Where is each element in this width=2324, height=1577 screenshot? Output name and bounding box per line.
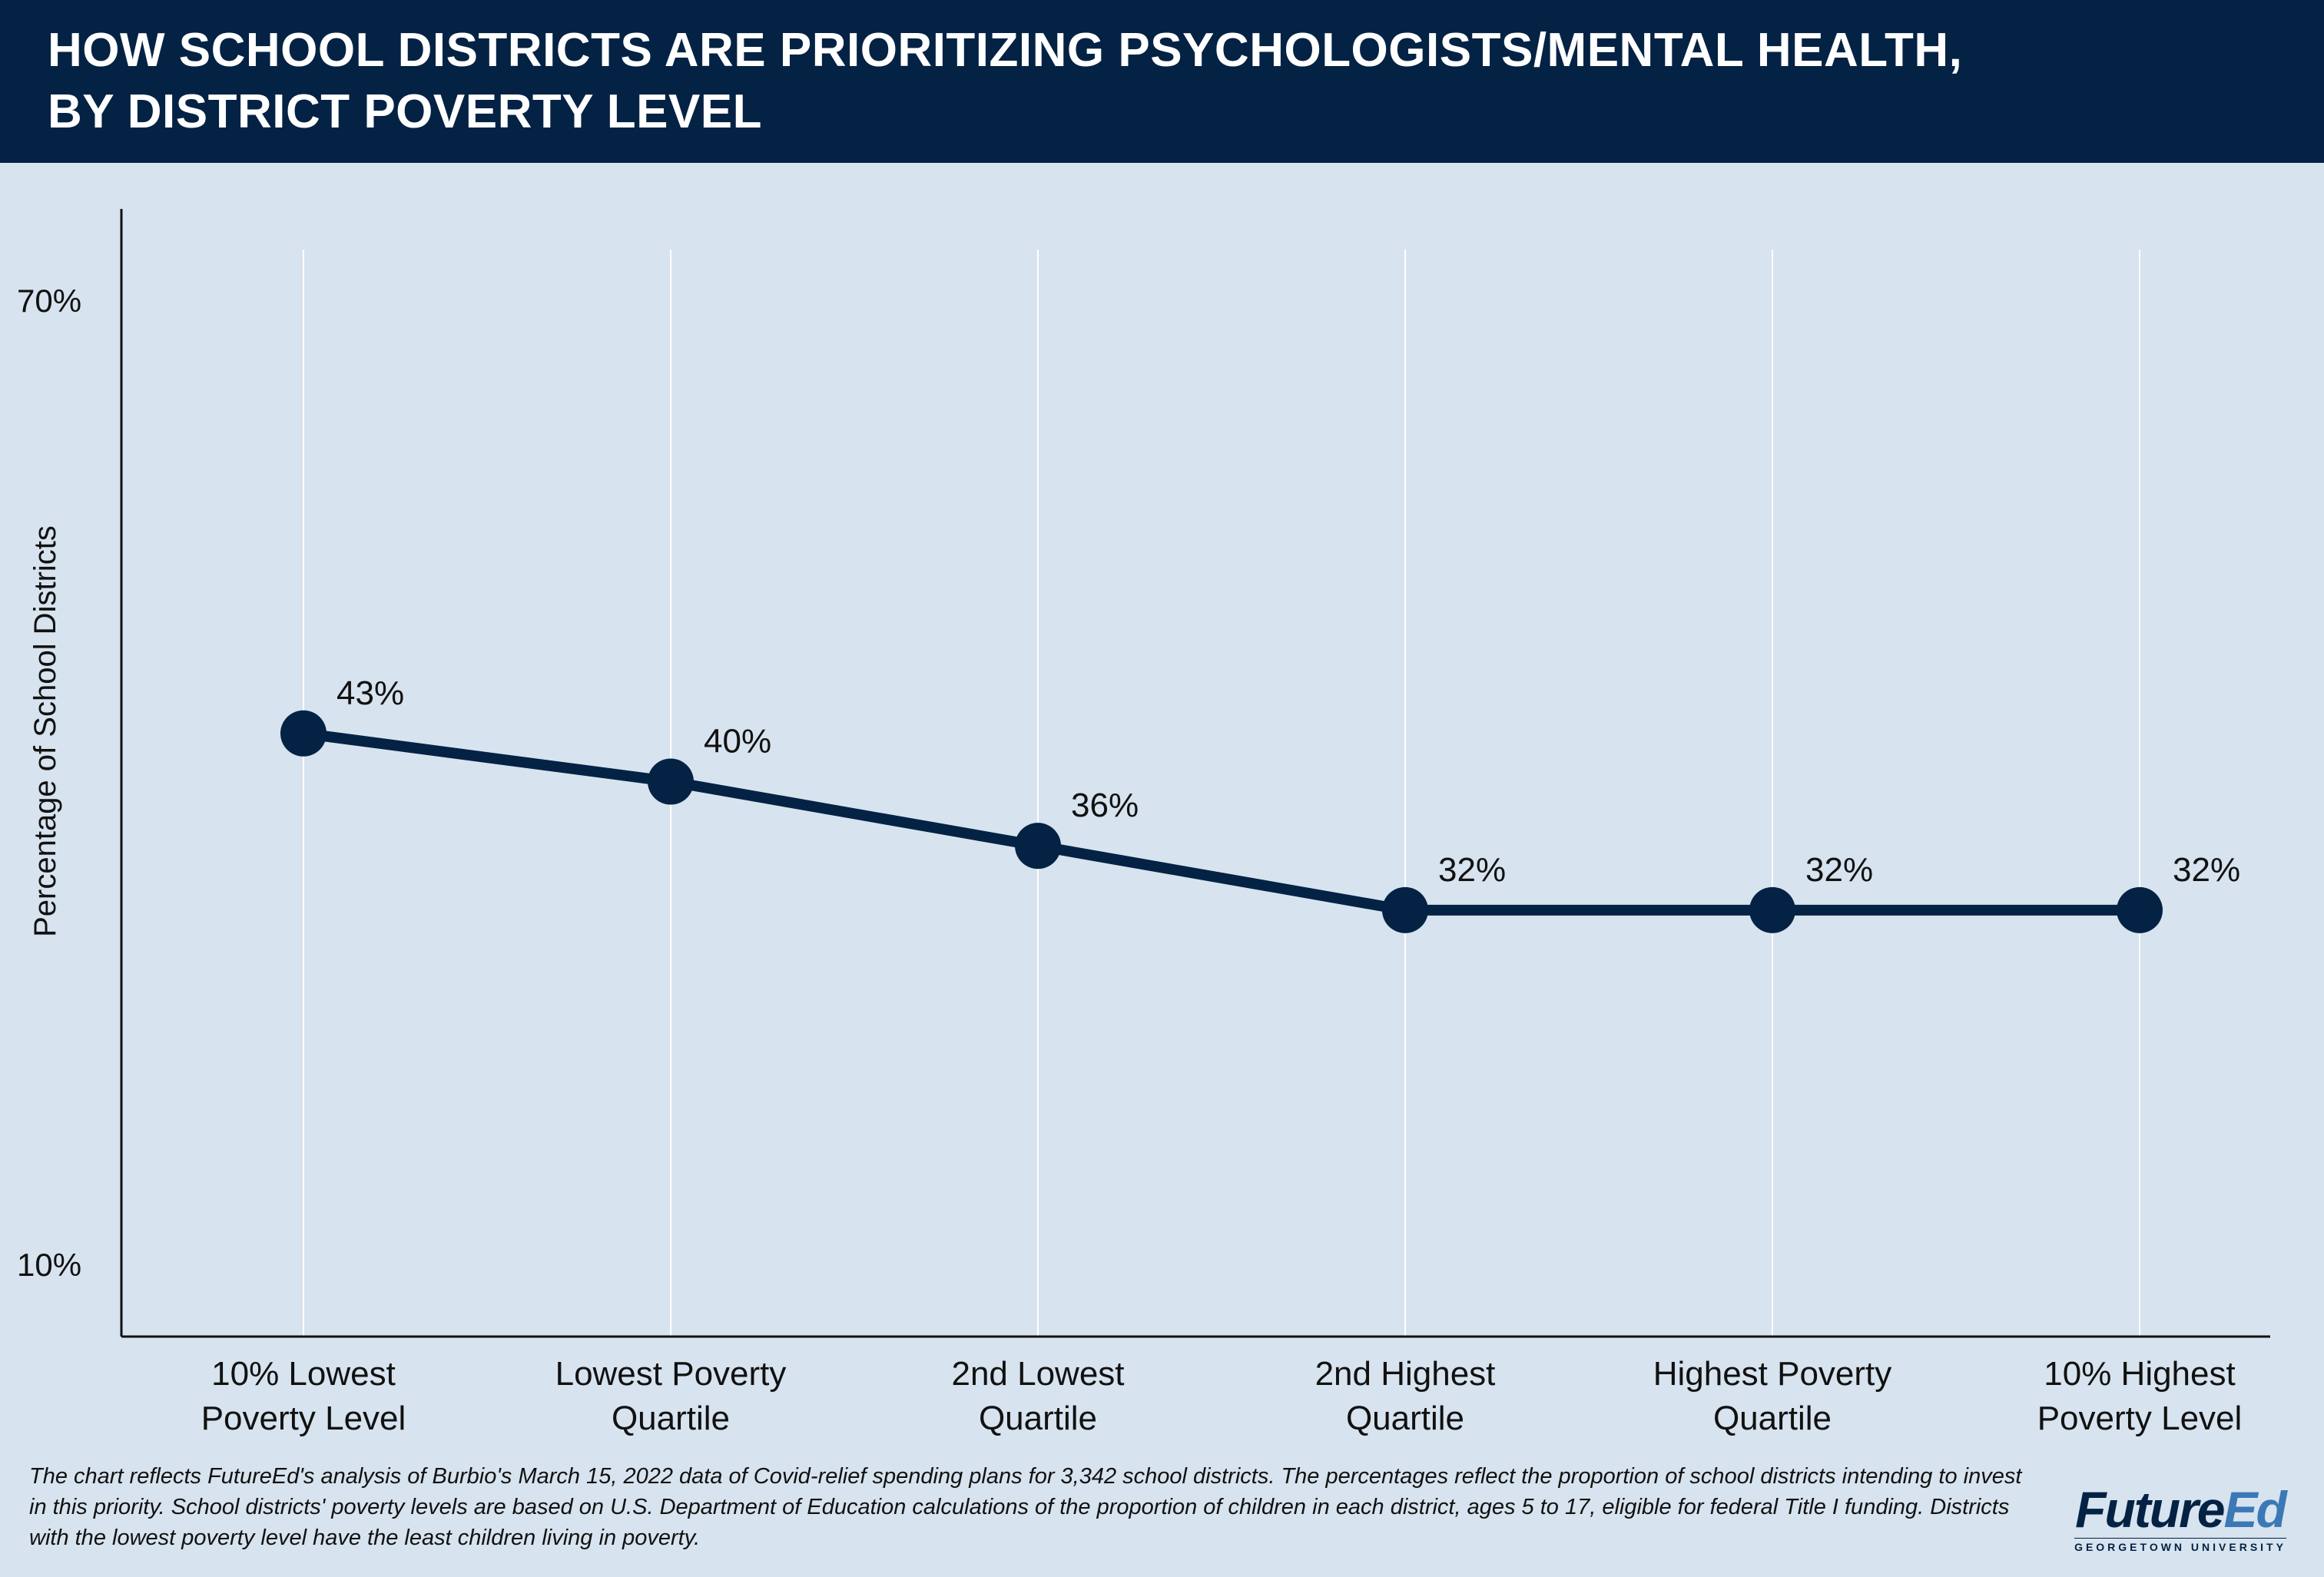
line-chart: Percentage of School Districts 70% 10% 10… bbox=[17, 209, 2270, 1437]
x-tick-label: Quartile bbox=[979, 1400, 1097, 1437]
data-point bbox=[280, 710, 327, 757]
title-line-2: BY DISTRICT POVERTY LEVEL bbox=[48, 85, 763, 138]
logo-subtitle: GEORGETOWN UNIVERSITY bbox=[2074, 1538, 2286, 1553]
logo-word-ed: Ed bbox=[2223, 1481, 2286, 1538]
data-point bbox=[1382, 886, 1428, 933]
x-tick-label: 2nd Lowest bbox=[951, 1355, 1124, 1393]
header-bar: HOW SCHOOL DISTRICTS ARE PRIORITIZING PS… bbox=[0, 0, 2324, 163]
x-tick-label: Quartile bbox=[1346, 1400, 1464, 1437]
x-tick-labels: 10% Lowest Poverty Level Lowest Poverty Qua… bbox=[201, 1355, 2243, 1437]
x-tick-label: Poverty Level bbox=[201, 1400, 406, 1437]
gridlines bbox=[303, 250, 2140, 1337]
x-tick-label: Highest Poverty bbox=[1653, 1355, 1892, 1393]
data-label: 36% bbox=[1071, 787, 1139, 824]
x-tick-label: Quartile bbox=[1713, 1400, 1832, 1437]
data-labels: 43% 40% 36% 32% 32% 32% bbox=[336, 674, 2240, 889]
footnote: The chart reflects FutureEd's analysis o… bbox=[29, 1464, 2022, 1550]
x-tick-label: Lowest Poverty bbox=[555, 1355, 787, 1393]
title-line-1: HOW SCHOOL DISTRICTS ARE PRIORITIZING PS… bbox=[48, 24, 1963, 77]
data-label: 43% bbox=[336, 674, 404, 712]
series-line bbox=[303, 727, 2140, 916]
logo-wordmark: FutureEd bbox=[2065, 1483, 2296, 1536]
chart-title: HOW SCHOOL DISTRICTS ARE PRIORITIZING PS… bbox=[48, 20, 2276, 143]
x-tick-label: Poverty Level bbox=[2037, 1400, 2243, 1437]
logo-word-future: Future bbox=[2075, 1481, 2225, 1538]
data-label: 32% bbox=[1438, 851, 1506, 889]
data-label: 40% bbox=[704, 723, 771, 760]
data-point bbox=[648, 758, 694, 805]
x-tick-label: Quartile bbox=[612, 1400, 730, 1437]
data-point bbox=[1749, 886, 1795, 933]
data-point bbox=[1015, 823, 1061, 870]
y-tick-label: 10% bbox=[17, 1247, 81, 1283]
data-label: 32% bbox=[1805, 851, 1873, 889]
series-points bbox=[280, 710, 2163, 933]
y-axis-title: Percentage of School Districts bbox=[28, 525, 62, 937]
x-tick-label: 10% Highest bbox=[2044, 1355, 2235, 1393]
data-label: 32% bbox=[2173, 851, 2240, 889]
series-polyline bbox=[303, 727, 2140, 916]
data-point bbox=[2117, 886, 2163, 933]
x-tick-label: 2nd Highest bbox=[1315, 1355, 1496, 1393]
x-tick-label: 10% Lowest bbox=[211, 1355, 396, 1393]
futureed-logo: FutureEd GEORGETOWN UNIVERSITY bbox=[2065, 1483, 2296, 1555]
y-tick-label: 70% bbox=[17, 283, 81, 319]
y-tick-labels: 70% 10% bbox=[17, 283, 81, 1283]
